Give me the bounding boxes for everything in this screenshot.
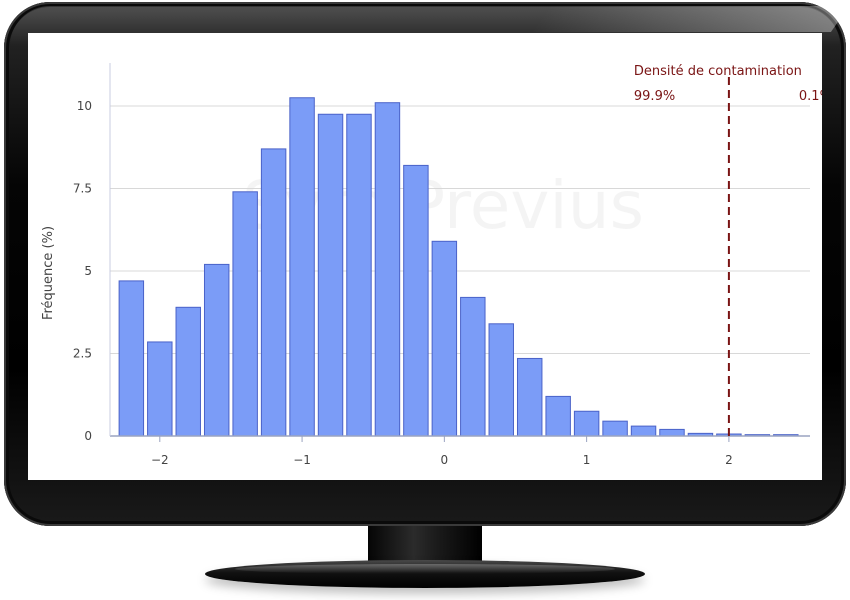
x-tick-label: −2 <box>151 453 169 467</box>
histogram-bar <box>602 420 628 437</box>
histogram-bar <box>659 428 685 437</box>
histogram-bar <box>374 102 401 437</box>
monitor-screen: Sym'Previus 0 2.5 5 7.5 10 −2 −1 0 1 2 Densité de… <box>28 33 822 480</box>
monitor-stand-base <box>205 560 645 588</box>
histogram-bar <box>573 410 600 437</box>
histogram-bar <box>403 164 429 437</box>
threshold-title: Densité de contamination <box>634 64 802 79</box>
threshold-group: Densité de contamination 99.9% 0.1% <box>634 64 822 436</box>
histogram-bar <box>203 263 230 437</box>
histogram-bar <box>488 323 514 437</box>
histogram-bar <box>118 280 145 437</box>
y-tick-label: 10 <box>77 99 92 113</box>
histogram-bar <box>630 425 657 437</box>
x-tick-label: 2 <box>725 453 733 467</box>
histogram-bar <box>260 148 287 437</box>
histogram-bar <box>317 113 344 437</box>
bars-group <box>118 97 799 437</box>
axes-group: 0 2.5 5 7.5 10 −2 −1 0 1 2 <box>73 63 810 467</box>
y-axis-label: Fréquence (%) <box>41 226 56 320</box>
x-tick-label: −1 <box>293 453 311 467</box>
y-tick-label: 0 <box>84 429 92 443</box>
histogram-bar <box>460 296 486 437</box>
histogram-bar <box>175 306 201 437</box>
threshold-right-percent: 0.1% <box>799 89 822 104</box>
histogram-bar <box>289 97 315 437</box>
histogram-bar <box>147 341 173 437</box>
histogram-bar <box>545 395 571 437</box>
x-tick-label: 0 <box>441 453 449 467</box>
histogram-bar <box>431 240 458 437</box>
x-tick-label: 1 <box>583 453 591 467</box>
y-tick-label: 7.5 <box>73 182 92 196</box>
histogram-bar <box>516 357 543 437</box>
histogram-chart: Sym'Previus 02.557.510−2 −1 0 1 2 Densité de… <box>41 63 822 467</box>
threshold-left-percent: 99.9% <box>634 89 675 104</box>
y-tick-label: 5 <box>84 264 92 278</box>
histogram-bar <box>232 191 258 437</box>
histogram-bar <box>346 113 372 437</box>
bezel-gloss <box>530 6 850 32</box>
monitor-neck <box>368 526 482 566</box>
y-tick-label: 2.5 <box>73 347 92 361</box>
